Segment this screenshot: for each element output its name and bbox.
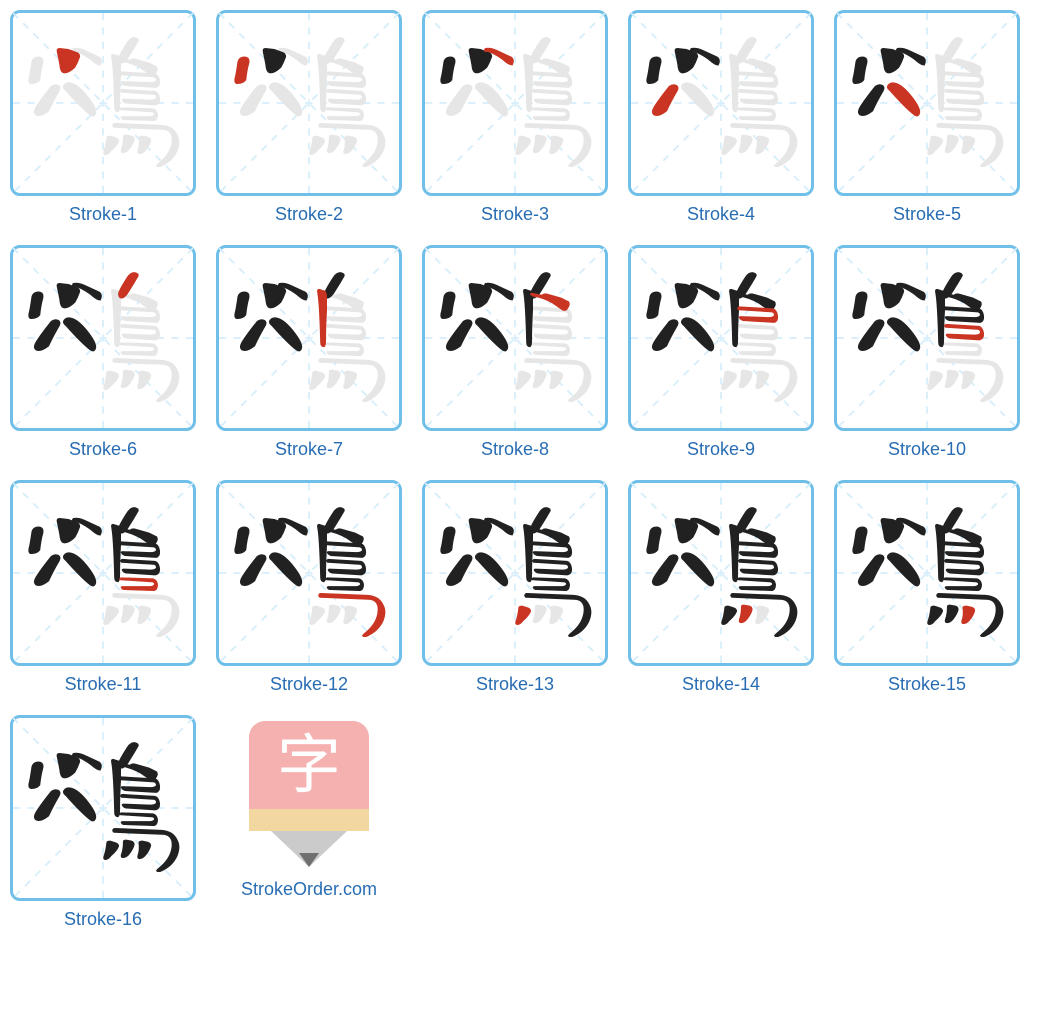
character-glyph — [837, 13, 1017, 193]
logo-tip-point-icon — [299, 853, 319, 867]
character-glyph — [425, 248, 605, 428]
stroke-cell: Stroke-7 — [216, 245, 402, 460]
stroke-cell: Stroke-1 — [10, 10, 196, 225]
stroke-cell: Stroke-8 — [422, 245, 608, 460]
stroke-cell: Stroke-16 — [10, 715, 196, 930]
stroke-tile — [10, 245, 196, 431]
stroke-label: Stroke-11 — [65, 674, 142, 695]
stroke-label: Stroke-12 — [270, 674, 348, 695]
stroke-cell: Stroke-2 — [216, 10, 402, 225]
stroke-cell: Stroke-10 — [834, 245, 1020, 460]
strokeorder-logo: 字 — [249, 721, 369, 871]
stroke-tile — [216, 10, 402, 196]
character-glyph — [13, 483, 193, 663]
stroke-grid: Stroke-1 Stroke-2 Stroke-3 Stroke-4 Stro… — [10, 10, 1040, 930]
stroke-cell: Stroke-12 — [216, 480, 402, 695]
stroke-label: Stroke-13 — [476, 674, 554, 695]
stroke-tile — [10, 715, 196, 901]
stroke-label: Stroke-7 — [275, 439, 343, 460]
logo-cell: 字 StrokeOrder.com — [216, 715, 402, 930]
character-glyph — [219, 483, 399, 663]
stroke-cell: Stroke-13 — [422, 480, 608, 695]
stroke-cell: Stroke-6 — [10, 245, 196, 460]
character-glyph — [837, 483, 1017, 663]
character-glyph — [13, 13, 193, 193]
stroke-tile — [834, 480, 1020, 666]
stroke-label: Stroke-5 — [893, 204, 961, 225]
stroke-label: Stroke-14 — [682, 674, 760, 695]
stroke-label: Stroke-9 — [687, 439, 755, 460]
stroke-tile — [834, 245, 1020, 431]
stroke-tile — [834, 10, 1020, 196]
character-glyph — [425, 13, 605, 193]
stroke-label: Stroke-6 — [69, 439, 137, 460]
character-glyph — [837, 248, 1017, 428]
stroke-cell: Stroke-3 — [422, 10, 608, 225]
character-glyph — [13, 248, 193, 428]
stroke-tile — [10, 10, 196, 196]
stroke-cell: Stroke-5 — [834, 10, 1020, 225]
stroke-cell: Stroke-11 — [10, 480, 196, 695]
character-glyph — [13, 718, 193, 898]
stroke-label: Stroke-15 — [888, 674, 966, 695]
stroke-label: Stroke-4 — [687, 204, 755, 225]
stroke-label: Stroke-3 — [481, 204, 549, 225]
logo-mid — [249, 809, 369, 831]
stroke-label: Stroke-8 — [481, 439, 549, 460]
logo-label: StrokeOrder.com — [241, 879, 377, 900]
character-glyph — [219, 248, 399, 428]
stroke-label: Stroke-2 — [275, 204, 343, 225]
character-glyph — [631, 13, 811, 193]
stroke-tile — [422, 10, 608, 196]
stroke-tile — [216, 480, 402, 666]
stroke-tile — [422, 480, 608, 666]
character-glyph — [631, 483, 811, 663]
stroke-cell: Stroke-15 — [834, 480, 1020, 695]
stroke-cell: Stroke-4 — [628, 10, 814, 225]
character-glyph — [631, 248, 811, 428]
stroke-tile — [628, 245, 814, 431]
character-glyph — [219, 13, 399, 193]
stroke-label: Stroke-16 — [64, 909, 142, 930]
stroke-tile — [628, 480, 814, 666]
stroke-cell: Stroke-9 — [628, 245, 814, 460]
stroke-cell: Stroke-14 — [628, 480, 814, 695]
character-glyph — [425, 483, 605, 663]
logo-char: 字 — [249, 721, 369, 811]
stroke-tile — [10, 480, 196, 666]
stroke-tile — [216, 245, 402, 431]
stroke-label: Stroke-1 — [69, 204, 137, 225]
stroke-label: Stroke-10 — [888, 439, 966, 460]
stroke-tile — [628, 10, 814, 196]
stroke-tile — [422, 245, 608, 431]
